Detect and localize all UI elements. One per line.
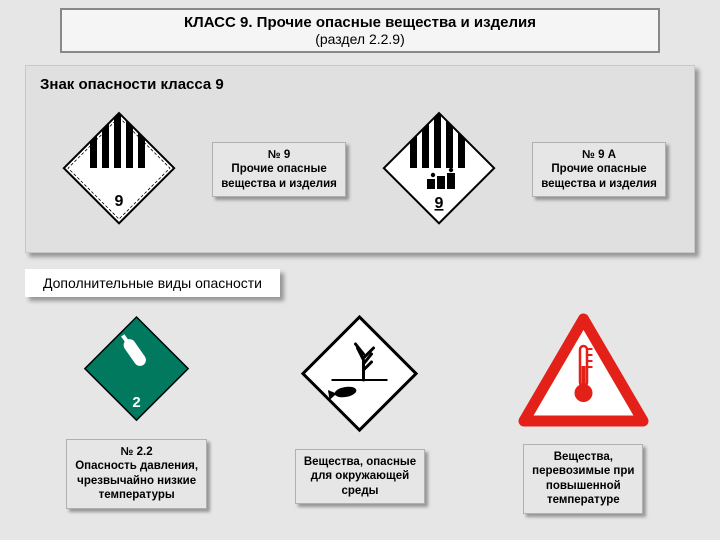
svg-text:9: 9 <box>115 193 124 210</box>
label-class9-l1: Прочие опасные <box>221 162 337 176</box>
label-2-2-l1: Опасность давления, <box>75 459 198 473</box>
label-class9a: № 9 А Прочие опасные вещества и изделия <box>532 142 666 197</box>
label-class9-l0: № 9 <box>221 148 337 162</box>
subheading-box: Дополнительные виды опасности <box>25 269 280 297</box>
sign-class2-2: 2 <box>79 311 194 429</box>
panel-class9: Знак опасности класса 9 <box>25 65 695 253</box>
label-temp-l1: перевозимые при <box>532 464 634 478</box>
sign-elevated-temp <box>516 311 651 434</box>
label-env-l2: среды <box>304 484 416 498</box>
label-class9-l2: вещества и изделия <box>221 177 337 191</box>
title-line1: КЛАСС 9. Прочие опасные вещества и издел… <box>72 14 648 31</box>
title-box: КЛАСС 9. Прочие опасные вещества и издел… <box>60 8 660 53</box>
sign-class9a: 9 <box>374 103 504 236</box>
sign-class9: 9 <box>54 103 184 236</box>
panel-heading: Знак опасности класса 9 <box>40 76 680 93</box>
label-temp-l3: температуре <box>532 493 634 507</box>
label-class9a-l0: № 9 А <box>541 148 657 162</box>
label-class9a-l1: Прочие опасные <box>541 162 657 176</box>
label-2-2-l3: температуры <box>75 488 198 502</box>
label-class9a-l2: вещества и изделия <box>541 177 657 191</box>
label-temp-l0: Вещества, <box>532 450 634 464</box>
bottom-row: 2 № 2.2 Опасность давления, чрезвычайно … <box>25 311 695 514</box>
col-env: Вещества, опасные для окружающей среды <box>260 311 460 504</box>
panel-row: 9 № 9 Прочие опасные вещества и изделия <box>40 103 680 236</box>
label-env-l1: для окружающей <box>304 469 416 483</box>
sign-env-hazard <box>297 311 422 439</box>
label-class9: № 9 Прочие опасные вещества и изделия <box>212 142 346 197</box>
label-temp-l2: повышенной <box>532 479 634 493</box>
label-temp: Вещества, перевозимые при повышенной тем… <box>523 444 643 514</box>
label-2-2-l0: № 2.2 <box>75 445 198 459</box>
label-class2-2: № 2.2 Опасность давления, чрезвычайно ни… <box>66 439 207 509</box>
svg-text:2: 2 <box>132 394 140 411</box>
title-line2: (раздел 2.2.9) <box>72 31 648 47</box>
col-class2-2: 2 № 2.2 Опасность давления, чрезвычайно … <box>37 311 237 509</box>
col-temp: Вещества, перевозимые при повышенной тем… <box>483 311 683 514</box>
svg-text:9: 9 <box>435 195 444 212</box>
label-env: Вещества, опасные для окружающей среды <box>295 449 425 504</box>
label-env-l0: Вещества, опасные <box>304 455 416 469</box>
label-2-2-l2: чрезвычайно низкие <box>75 474 198 488</box>
